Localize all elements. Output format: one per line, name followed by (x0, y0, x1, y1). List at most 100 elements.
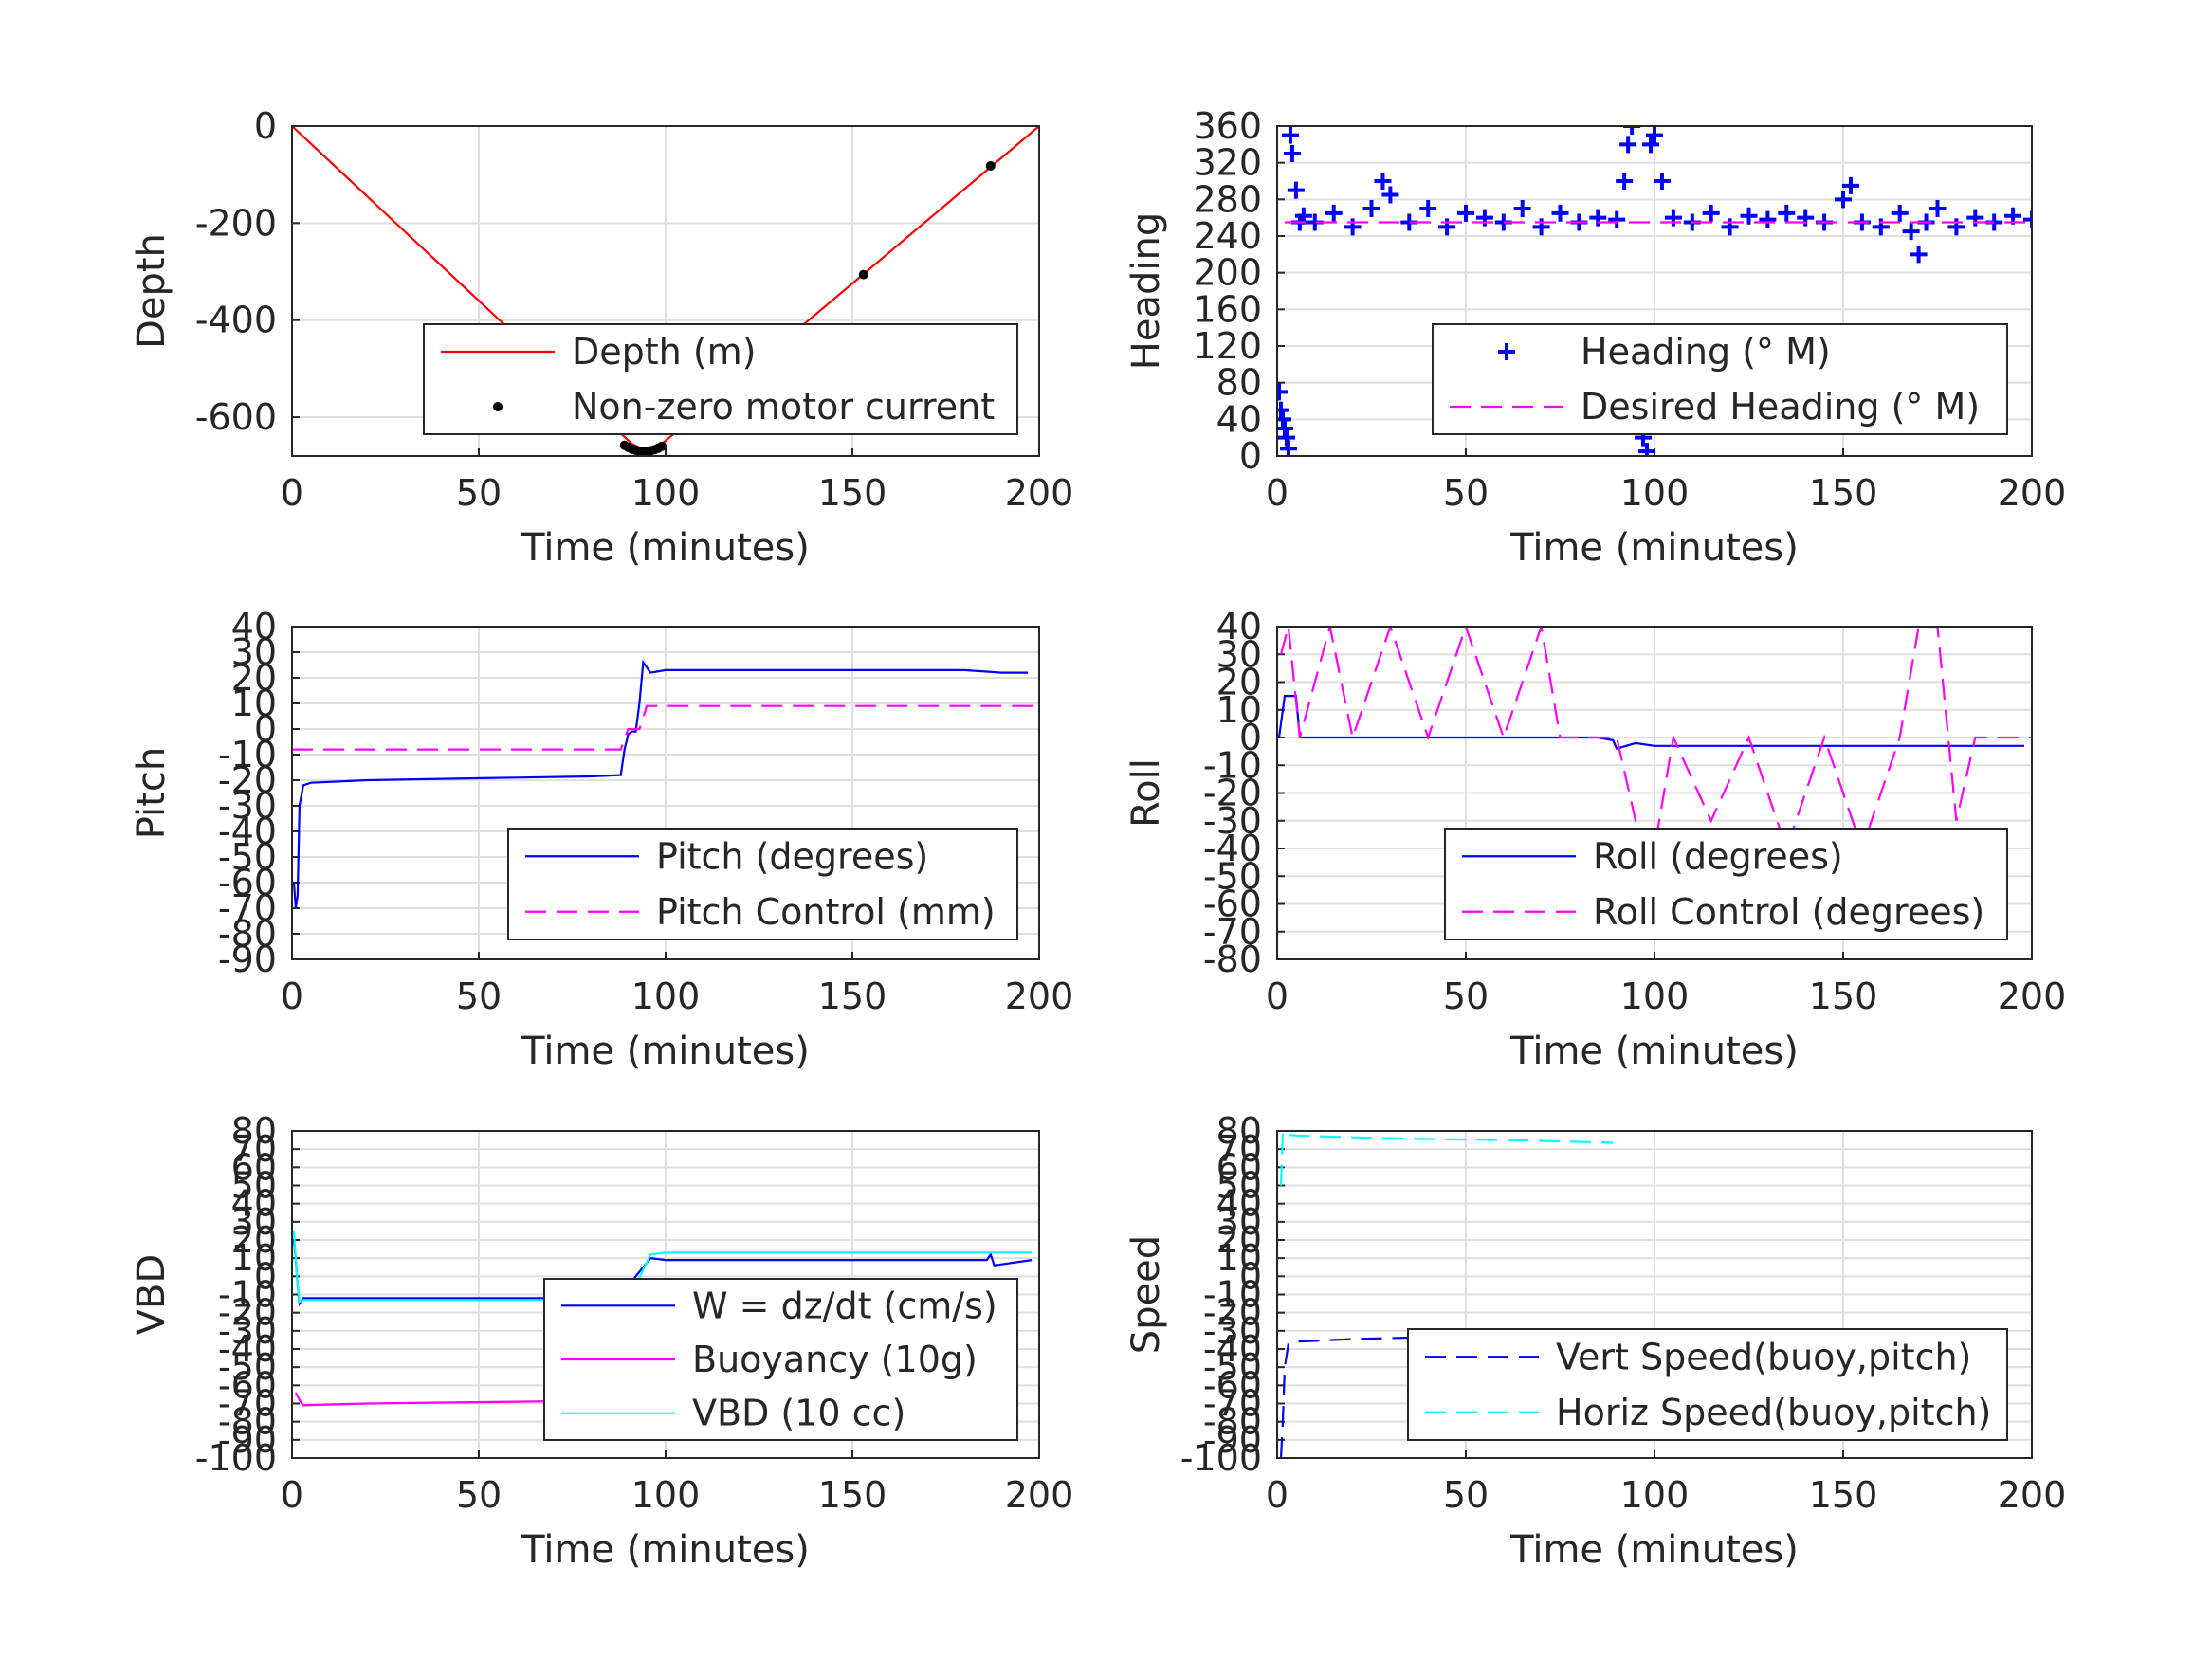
y-tick-label: -40 (1203, 828, 1262, 869)
legend: Pitch (degrees) Pitch Control (mm) (507, 828, 1018, 940)
data-point (1797, 209, 1815, 227)
y-tick-label: 0 (254, 105, 277, 147)
y-tick-label: -60 (1203, 884, 1262, 925)
data-point (1283, 145, 1301, 162)
y-tick-label: 60 (231, 1146, 277, 1188)
y-tick-label: -600 (195, 396, 277, 438)
y-tick-label: -60 (218, 1364, 277, 1406)
y-tick-label: 120 (1193, 325, 1262, 367)
y-tick-label: -60 (218, 862, 277, 903)
y-tick-label: 0 (1239, 1255, 1262, 1297)
chart-panel-6: 0 50 100 150 200-100-90-80-70-60-50-40-30-20… (1124, 1110, 2066, 1572)
legend-label: Horiz Speed(buoy,pitch) (1556, 1392, 1991, 1433)
y-tick-label: -30 (1203, 1310, 1262, 1352)
y-tick-label: 30 (231, 631, 277, 673)
x-tick-label: 0 (281, 1474, 303, 1516)
legend: W = dz/dt (cm/s) Buoyancy (10g) VBD (10 cc… (543, 1278, 1018, 1441)
y-tick-label: -20 (218, 759, 277, 801)
data-point (1841, 176, 1859, 194)
data-point (1325, 204, 1343, 222)
data-point (1287, 181, 1305, 199)
legend-label: Desired Heading (° M) (1581, 386, 1980, 428)
y-tick-label: -20 (218, 1292, 277, 1334)
y-tick-label: 20 (1216, 1219, 1262, 1261)
y-tick-label: -10 (1203, 744, 1262, 786)
data-point (1457, 204, 1474, 222)
x-tick-label: 100 (631, 1474, 701, 1516)
legend-label: Roll (degrees) (1593, 835, 1843, 877)
y-tick-label: -20 (1203, 1292, 1262, 1334)
y-tick-label: 40 (231, 606, 277, 647)
y-tick-label: 70 (1216, 1128, 1262, 1170)
y-tick-label: 40 (1216, 606, 1262, 647)
legend-marker (493, 402, 503, 411)
y-tick-label: 10 (1216, 689, 1262, 731)
data-point (1551, 204, 1569, 222)
legend: Vert Speed(buoy,pitch) Horiz Speed(buoy,p… (1407, 1328, 2008, 1441)
y-tick-label: 240 (1193, 215, 1262, 257)
y-tick-label: 20 (231, 657, 277, 699)
x-tick-label: 200 (1998, 975, 2067, 1017)
y-tick-label: -30 (1203, 800, 1262, 842)
chart-panel-5: 0 50 100 150 200-100-90-80-70-60-50-40-30-20… (130, 1110, 1073, 1572)
legend-box (507, 828, 1018, 940)
y-axis-label: VBD (130, 1254, 174, 1336)
data-point (1947, 218, 1965, 236)
x-tick-label: 50 (456, 975, 502, 1017)
legend: Depth (m) Non-zero motor current (423, 323, 1018, 435)
y-tick-label: -10 (218, 734, 277, 775)
y-tick-label: 200 (1193, 252, 1262, 294)
x-tick-label: 0 (281, 472, 303, 514)
x-tick-label: 50 (456, 472, 502, 514)
data-point (1721, 218, 1739, 236)
x-tick-label: 100 (631, 472, 701, 514)
x-tick-label: 150 (1809, 1474, 1878, 1516)
x-axis-label: Time (minutes) (521, 1030, 810, 1073)
legend-label: Roll Control (degrees) (1593, 891, 1984, 933)
data-point (1344, 218, 1362, 236)
y-tick-label: 40 (1216, 1183, 1262, 1225)
y-tick-label: -20 (1203, 773, 1262, 814)
x-tick-label: 0 (1266, 472, 1289, 514)
data-point (1438, 218, 1456, 236)
x-tick-label: 100 (631, 975, 701, 1017)
y-tick-label: 30 (1216, 633, 1262, 675)
y-tick-label: -10 (218, 1274, 277, 1316)
y-tick-label: -60 (1203, 1364, 1262, 1406)
legend-box (1432, 323, 2008, 435)
y-tick-label: 10 (231, 683, 277, 724)
data-point (1702, 204, 1720, 222)
y-tick-label: -80 (218, 913, 277, 955)
data-point (1623, 126, 1641, 135)
y-tick-label: 20 (1216, 662, 1262, 703)
legend-label: Pitch Control (mm) (656, 891, 996, 933)
legend-label: Non-zero motor current (572, 386, 995, 428)
data-point (1646, 126, 1663, 144)
y-tick-label: 0 (254, 1255, 277, 1297)
data-point (1778, 204, 1796, 222)
y-tick-label: -50 (218, 836, 277, 878)
data-point (1362, 200, 1380, 217)
legend-label: W = dz/dt (cm/s) (692, 1285, 997, 1326)
legend-label: Vert Speed(buoy,pitch) (1556, 1336, 1971, 1377)
legend-label: Pitch (degrees) (656, 835, 928, 877)
legend-label: Depth (m) (572, 331, 757, 373)
data-point (1872, 218, 1890, 236)
data-point (1374, 173, 1392, 190)
y-tick-label: -70 (1203, 1383, 1262, 1425)
x-tick-label: 50 (1443, 472, 1489, 514)
data-point (858, 269, 868, 280)
series-group (292, 659, 1039, 909)
data-point (1891, 204, 1909, 222)
y-axis-label: Roll (1124, 758, 1168, 828)
y-tick-label: -100 (1180, 1437, 1262, 1479)
data-point (1929, 200, 1947, 217)
data-point (1902, 223, 1920, 241)
data-point (1664, 209, 1682, 227)
legend: Roll (degrees) Roll Control (degrees) (1444, 828, 2008, 940)
x-tick-label: 100 (1620, 975, 1690, 1017)
x-tick-label: 200 (1005, 1474, 1074, 1516)
y-tick-label: 160 (1193, 288, 1262, 330)
x-tick-label: 0 (281, 975, 303, 1017)
